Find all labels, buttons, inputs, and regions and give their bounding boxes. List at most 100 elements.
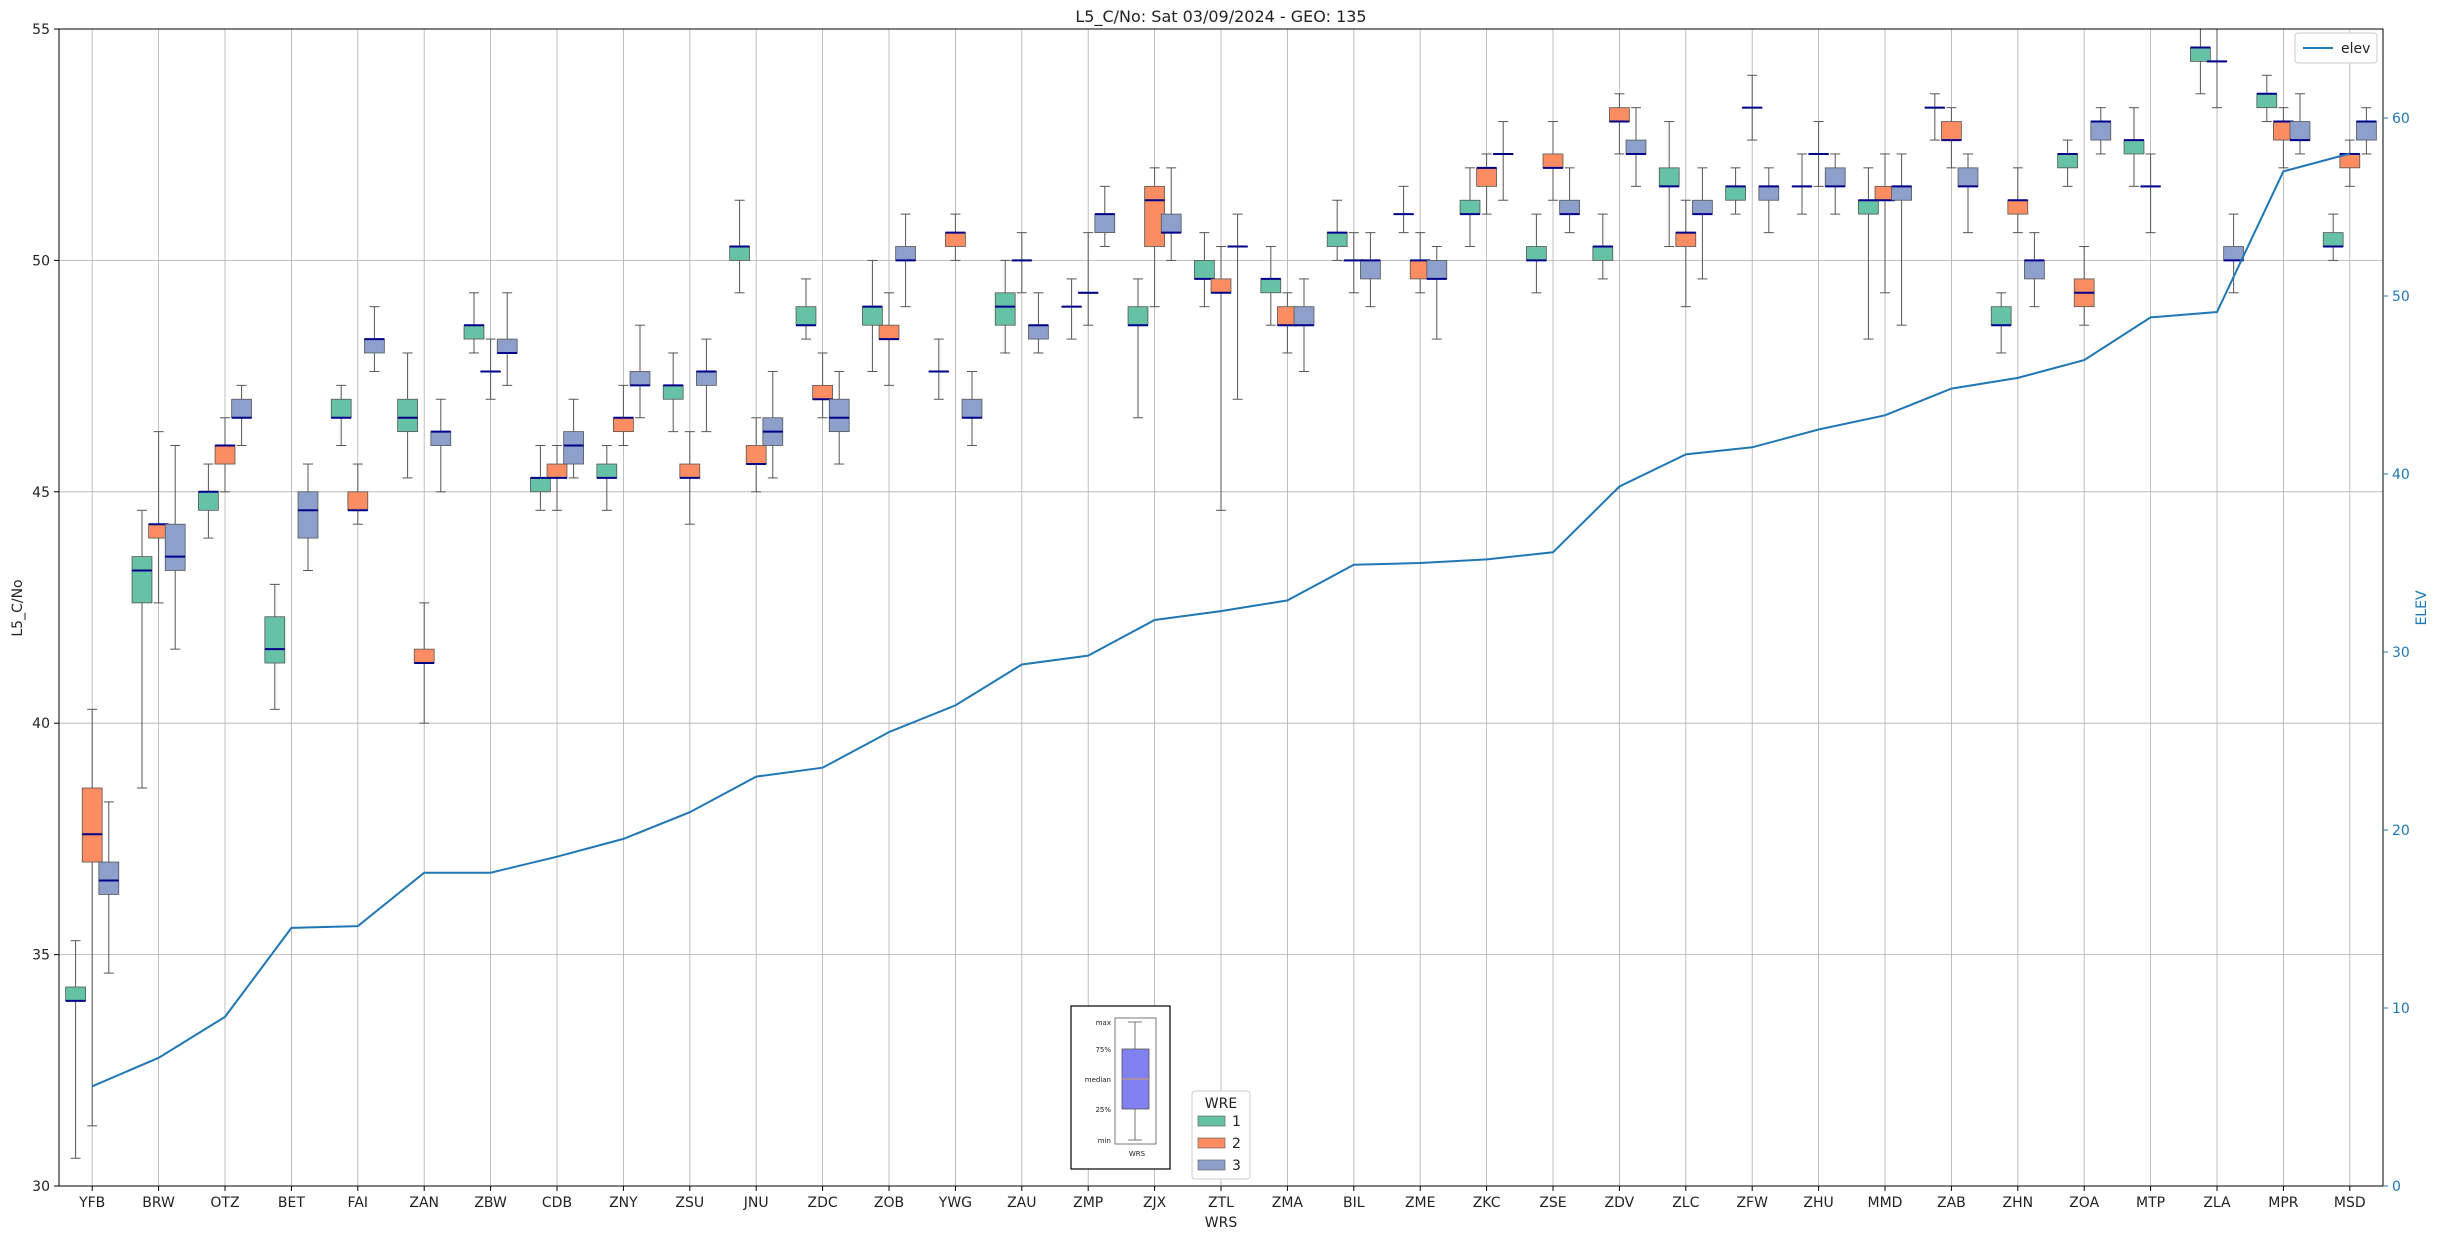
- box-BRW-wre1: [131, 509, 153, 789]
- box-ZLC-wre2: [1675, 199, 1697, 308]
- box-ZBW-wre2: [480, 338, 501, 400]
- box-YWG-wre2: [945, 213, 966, 261]
- box-body: [662, 384, 684, 400]
- box-body: [629, 371, 651, 386]
- box-ZSU-wre1: [662, 352, 684, 433]
- box-YWG-wre1: [928, 338, 950, 400]
- box-MPR-wre3: [2289, 93, 2311, 155]
- box-body: [1028, 324, 1049, 340]
- box-body: [1160, 213, 1182, 234]
- x-tick-label-ZAB: ZAB: [1937, 1195, 1966, 1211]
- x-tick-label-ZJX: ZJX: [1143, 1195, 1167, 1211]
- box-ZME-wre3: [1426, 246, 1448, 340]
- box-body: [945, 232, 966, 247]
- x-tick-label-ZDV: ZDV: [1605, 1195, 1635, 1211]
- elev-legend: elev: [2294, 32, 2378, 64]
- box-ZAU-wre3: [1028, 292, 1049, 354]
- box-body: [397, 398, 418, 433]
- box-body: [1476, 167, 1497, 187]
- boxplot-key-inset: max 75% median 25% min WRS: [1070, 1005, 1171, 1170]
- x-tick-label-MSD: MSD: [2334, 1195, 2366, 1211]
- box-body: [2256, 93, 2278, 109]
- box-body: [65, 986, 86, 1002]
- box-ZMA-wre1: [1260, 246, 1282, 326]
- box-BRW-wre2: [148, 431, 169, 604]
- box-JNU-wre3: [762, 370, 784, 479]
- box-CDB-wre3: [563, 398, 584, 479]
- box-body: [563, 431, 584, 465]
- y-axis-title: L5_C/No: [10, 579, 26, 636]
- x-tick-label-MTP: MTP: [2136, 1195, 2165, 1211]
- box-ZKC-wre3: [1492, 121, 1514, 201]
- box-body: [1559, 199, 1580, 215]
- x-tick-label-YFB: YFB: [78, 1195, 105, 1211]
- box-OTZ-wre1: [198, 463, 219, 539]
- box-MSD-wre3: [2356, 107, 2377, 155]
- box-ZAB-wre2: [1941, 107, 1962, 169]
- elev-line-layer: [91, 152, 2351, 1088]
- box-body: [297, 491, 319, 539]
- box-body: [1609, 107, 1630, 122]
- box-ZMP-wre2: [1077, 232, 1099, 326]
- box-BIL-wre3: [1360, 232, 1381, 308]
- box-body: [496, 338, 518, 354]
- x-tick-label-OTZ: OTZ: [210, 1195, 239, 1211]
- wre-legend-swatch-1: [1197, 1115, 1226, 1127]
- y2-axis-title: ELEV: [2414, 590, 2430, 625]
- box-ZAB-wre1: [1924, 93, 1946, 141]
- box-ZAN-wre1: [397, 352, 418, 479]
- box-body: [795, 306, 817, 326]
- x-tick-label-MPR: MPR: [2268, 1195, 2299, 1211]
- x-tick-label-ZMA: ZMA: [1272, 1195, 1304, 1211]
- boxplot-key-label-q1: 25%: [1095, 1106, 1111, 1114]
- box-ZOB-wre3: [895, 213, 916, 308]
- box-body: [81, 787, 103, 863]
- box-body: [2190, 47, 2211, 62]
- y2-tick-label-60: 60: [2392, 111, 2410, 127]
- x-tick-label-ZAU: ZAU: [1007, 1195, 1036, 1211]
- x-tick-label-ZKC: ZKC: [1473, 1195, 1501, 1211]
- axis-layer: YFB BRW OTZ BET FAI ZAN ZBW CDB ZNY ZSU JNU ZDC ZOB Y…: [32, 22, 2410, 1211]
- box-JNU-wre1: [729, 199, 750, 294]
- box-body: [1326, 232, 1348, 247]
- box-body: [231, 398, 252, 419]
- box-MTP-wre2: [2140, 153, 2161, 234]
- box-body: [214, 445, 236, 465]
- box-body: [745, 445, 767, 465]
- box-BET-wre3: [297, 463, 319, 571]
- y2-tick-label-10: 10: [2392, 1001, 2410, 1017]
- box-JNU-wre2: [745, 417, 767, 493]
- x-tick-label-ZFW: ZFW: [1736, 1195, 1768, 1211]
- box-body: [1824, 167, 1846, 187]
- box-FAI-wre3: [364, 306, 385, 372]
- box-body: [463, 324, 485, 340]
- box-ZNY-wre2: [613, 384, 634, 447]
- box-ZAN-wre2: [413, 602, 435, 724]
- wre-legend-label-2: 2: [1232, 1136, 1241, 1152]
- elev-line: [91, 152, 2351, 1088]
- boxplot-key-label-median: median: [1085, 1076, 1111, 1084]
- x-tick-label-ZBW: ZBW: [474, 1195, 507, 1211]
- box-MPR-wre2: [2273, 107, 2294, 169]
- box-body: [164, 523, 186, 571]
- box-YFB-wre1: [65, 940, 86, 1159]
- box-ZTL-wre3: [1227, 213, 1248, 400]
- box-ZOB-wre1: [862, 259, 883, 372]
- box-body: [1990, 306, 2012, 326]
- x-tick-label-BET: BET: [278, 1195, 305, 1211]
- boxplot-key-label-max: max: [1096, 1019, 1111, 1027]
- box-body: [546, 463, 568, 479]
- box-MMD-wre3: [1891, 153, 1912, 326]
- box-body: [596, 463, 618, 479]
- x-tick-label-ZOA: ZOA: [2069, 1195, 2099, 1211]
- box-body: [696, 371, 717, 386]
- box-BIL-wre2: [1343, 232, 1365, 294]
- box-ZSE-wre1: [1526, 213, 1547, 294]
- box-body: [1210, 278, 1232, 294]
- box-ZBW-wre3: [496, 292, 518, 386]
- wre-legend-swatch-3: [1197, 1159, 1226, 1171]
- y2-tick-label-0: 0: [2392, 1179, 2401, 1195]
- box-ZHU-wre3: [1824, 153, 1846, 215]
- boxplot-key-label-min: min: [1098, 1137, 1111, 1145]
